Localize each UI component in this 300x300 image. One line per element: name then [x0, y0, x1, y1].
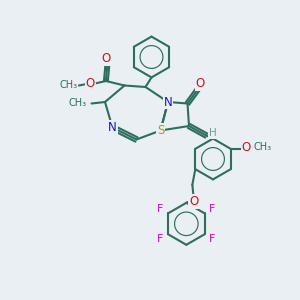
Text: O: O — [101, 52, 110, 65]
Text: N: N — [164, 95, 172, 109]
Text: CH₃: CH₃ — [253, 142, 271, 152]
Text: O: O — [242, 141, 251, 154]
Text: N: N — [108, 121, 117, 134]
Text: CH₃: CH₃ — [69, 98, 87, 109]
Text: F: F — [209, 204, 215, 214]
Text: F: F — [157, 204, 164, 214]
Text: O: O — [189, 195, 199, 208]
Text: H: H — [209, 128, 217, 139]
Text: F: F — [157, 234, 164, 244]
Text: F: F — [209, 234, 215, 244]
Text: S: S — [157, 124, 164, 137]
Text: O: O — [86, 76, 95, 90]
Text: O: O — [196, 77, 205, 90]
Text: CH₃: CH₃ — [59, 80, 77, 91]
